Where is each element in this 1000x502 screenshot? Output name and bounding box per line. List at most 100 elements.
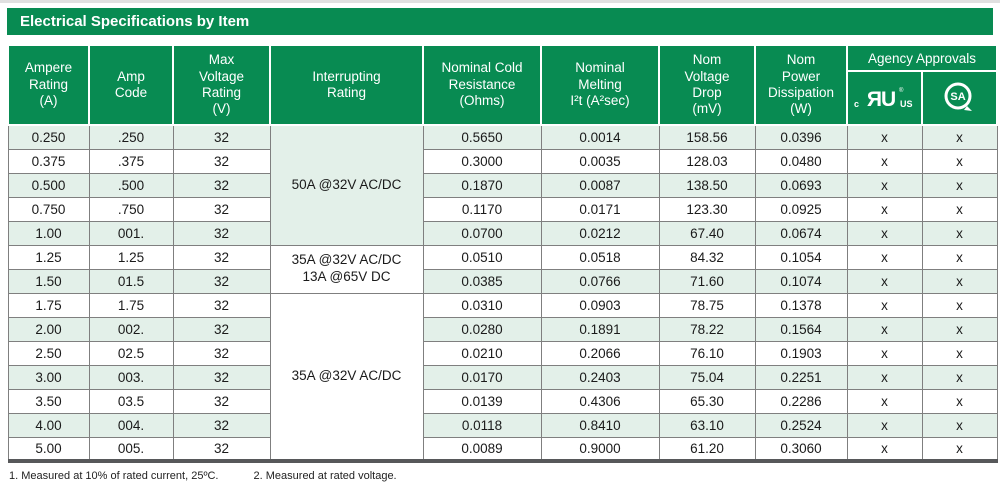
col-header-voltage-drop-label: Nom Voltage Drop (mV) [684, 52, 730, 117]
cell-max-voltage: 32 [172, 292, 271, 318]
footnotes: 1. Measured at 10% of rated current, 25º… [7, 470, 993, 482]
table-row: 3.00 003. 32 0.0170 0.2403 75.04 0.2251 x x [7, 364, 998, 390]
cell-cold-resistance: 0.3000 [422, 148, 542, 174]
ul-us-label: US [900, 99, 913, 109]
col-header-ampere-rating-label: Ampere Rating (A) [24, 60, 73, 109]
col-header-agency-approvals-label: Agency Approvals [867, 50, 977, 66]
cell-ul-approval: x [846, 436, 923, 462]
cell-ampere-rating: 4.00 [7, 412, 90, 438]
cell-power-dissipation: 0.0925 [754, 196, 848, 222]
spec-sheet: Electrical Specifications by Item Ampere… [7, 8, 999, 482]
cell-ampere-rating: 5.00 [7, 436, 90, 462]
cell-csa-approval: x [921, 388, 998, 414]
cell-cold-resistance: 0.0310 [422, 292, 542, 318]
table-row: 0.375.375 32 0.3000 0.0035 128.03 0.0480 x x [7, 148, 998, 174]
cell-voltage-drop: 67.40 [658, 220, 756, 246]
cell-amp-code: 03.5 [88, 388, 174, 414]
cell-cold-resistance: 0.0385 [422, 268, 542, 294]
cell-cold-resistance: 0.0089 [422, 436, 542, 462]
cell-ul-approval: x [846, 340, 923, 366]
cell-csa-approval: x [921, 172, 998, 198]
col-header-ul-approval: c R U ® US [846, 70, 923, 126]
table-row: 2.00 002. 32 0.0280 0.1891 78.22 0.1564 x x [7, 316, 998, 342]
cell-voltage-drop: 65.30 [658, 388, 756, 414]
cell-ampere-rating: 1.25 [7, 244, 90, 270]
cell-ampere-rating: 0.250 [7, 124, 90, 150]
cell-interrupting-rating: 50A @32V AC/DC [269, 124, 424, 246]
cell-ul-approval: x [846, 316, 923, 342]
cell-ampere-rating: 0.375 [7, 148, 90, 174]
cell-ampere-rating: 0.500 [7, 172, 90, 198]
footnote-2: 2. Measured at rated voltage. [253, 470, 397, 482]
cell-max-voltage: 32 [172, 148, 271, 174]
col-header-max-voltage: Max Voltage Rating (V) [172, 44, 271, 126]
cell-power-dissipation: 0.0396 [754, 124, 848, 150]
cell-voltage-drop: 75.04 [658, 364, 756, 390]
cell-max-voltage: 32 [172, 340, 271, 366]
cell-max-voltage: 32 [172, 124, 271, 150]
cell-csa-approval: x [921, 436, 998, 462]
ul-registered-symbol: ® [899, 87, 904, 94]
cell-cold-resistance: 0.0210 [422, 340, 542, 366]
table-row: 3.50 03.5 32 0.0139 0.4306 65.30 0.2286 x x [7, 388, 998, 414]
cell-voltage-drop: 76.10 [658, 340, 756, 366]
cell-ul-approval: x [846, 292, 923, 318]
cell-max-voltage: 32 [172, 436, 271, 462]
cell-csa-approval: x [921, 364, 998, 390]
col-header-max-voltage-label: Max Voltage Rating (V) [198, 52, 245, 117]
col-header-agency-approvals: Agency Approvals [845, 44, 999, 72]
cell-ampere-rating: 1.75 [7, 292, 90, 318]
cell-amp-code: .500 [88, 172, 174, 198]
table-row: 0.500.500 32 0.1870 0.0087 138.50 0.0693 x x [7, 172, 998, 198]
ul-recognized-icon: c R U ® US [854, 87, 913, 111]
cell-amp-code: .750 [88, 196, 174, 222]
col-header-voltage-drop: Nom Voltage Drop (mV) [658, 44, 756, 126]
cell-amp-code: .375 [88, 148, 174, 174]
cell-melting-i2t: 0.4306 [540, 388, 660, 414]
cell-amp-code: 1.75 [88, 292, 174, 318]
cell-ampere-rating: 1.00 [7, 220, 90, 246]
cell-csa-approval: x [921, 292, 998, 318]
csa-sa-label: SA [950, 91, 965, 103]
cell-csa-approval: x [921, 148, 998, 174]
cell-ul-approval: x [846, 220, 923, 246]
cell-cold-resistance: 0.1170 [422, 196, 542, 222]
cell-amp-code: .250 [88, 124, 174, 150]
cell-cold-resistance: 0.0139 [422, 388, 542, 414]
cell-max-voltage: 32 [172, 364, 271, 390]
cell-voltage-drop: 63.10 [658, 412, 756, 438]
cell-amp-code: 005. [88, 436, 174, 462]
col-header-power-dissipation: Nom Power Dissipation (W) [754, 44, 848, 126]
cell-melting-i2t: 0.0212 [540, 220, 660, 246]
cell-voltage-drop: 123.30 [658, 196, 756, 222]
cell-power-dissipation: 0.0480 [754, 148, 848, 174]
cell-cold-resistance: 0.0170 [422, 364, 542, 390]
cell-cold-resistance: 0.0510 [422, 244, 542, 270]
cell-voltage-drop: 84.32 [658, 244, 756, 270]
table-row: 1.75 1.75 32 35A @32V AC/DC 0.0310 0.0903 78.7… [7, 292, 998, 462]
col-header-interrupting-rating-label: Interrupting Rating [312, 68, 381, 100]
cell-ul-approval: x [846, 172, 923, 198]
cell-csa-approval: x [921, 412, 998, 438]
cell-voltage-drop: 71.60 [658, 268, 756, 294]
cell-ul-approval: x [846, 244, 923, 270]
cell-amp-code: 02.5 [88, 340, 174, 366]
cell-amp-code: 002. [88, 316, 174, 342]
table-row: 1.00 001. 32 0.0700 0.0212 67.40 0.0674 x x [7, 220, 998, 246]
cell-melting-i2t: 0.8410 [540, 412, 660, 438]
cell-melting-i2t: 0.0766 [540, 268, 660, 294]
cell-melting-i2t: 0.0087 [540, 172, 660, 198]
cell-power-dissipation: 0.1054 [754, 244, 848, 270]
cell-ul-approval: x [846, 268, 923, 294]
table-row: 1.50 01.5 32 0.0385 0.0766 71.60 0.1074 x x [7, 268, 998, 294]
cell-csa-approval: x [921, 220, 998, 246]
cell-csa-approval: x [921, 316, 998, 342]
cell-max-voltage: 32 [172, 172, 271, 198]
cell-melting-i2t: 0.9000 [540, 436, 660, 462]
cell-amp-code: 004. [88, 412, 174, 438]
csa-triangle [963, 105, 972, 111]
cell-csa-approval: x [921, 196, 998, 222]
cell-max-voltage: 32 [172, 268, 271, 294]
cell-voltage-drop: 158.56 [658, 124, 756, 150]
cell-interrupting-rating: 35A @32V AC/DC 13A @65V DC [269, 244, 424, 294]
